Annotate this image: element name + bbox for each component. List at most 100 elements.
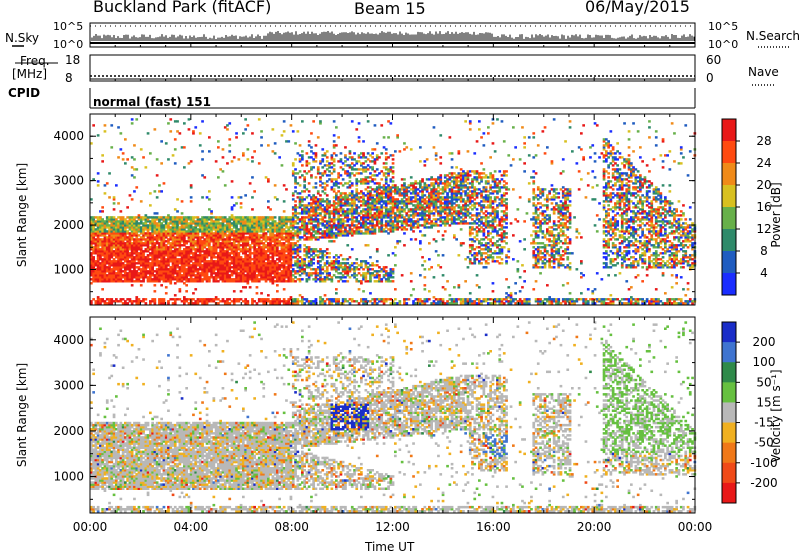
data-cell: [373, 224, 377, 227]
data-cell: [414, 298, 418, 301]
data-cell: [110, 298, 114, 301]
data-cell: [94, 262, 98, 265]
data-cell: [96, 278, 100, 281]
data-cell: [285, 140, 288, 143]
data-cell: [99, 250, 102, 253]
data-cell: [294, 204, 297, 207]
data-cell: [314, 196, 318, 199]
data-cell: [110, 226, 114, 229]
data-cell: [119, 264, 123, 267]
data-cell: [110, 232, 114, 235]
data-cell: [321, 266, 325, 269]
data-cell: [366, 120, 370, 123]
data-cell: [103, 124, 107, 127]
data-cell: [273, 142, 277, 145]
data-cell: [366, 168, 370, 171]
data-cell: [291, 242, 295, 245]
data-cell: [128, 228, 132, 231]
data-cell: [135, 242, 139, 245]
data-cell: [180, 244, 184, 247]
data-cell: [92, 124, 95, 127]
data-cell: [164, 274, 168, 277]
data-cell: [305, 152, 309, 155]
data-cell: [319, 296, 322, 299]
data-cell: [94, 300, 98, 303]
data-cell: [96, 172, 100, 175]
data-cell: [364, 298, 368, 301]
data-cell: [314, 144, 318, 147]
data-cell: [126, 258, 129, 261]
data-cell: [146, 226, 150, 229]
data-cell: [108, 228, 111, 231]
data-cell: [101, 230, 104, 233]
data-cell: [117, 300, 120, 303]
data-cell: [267, 144, 270, 147]
data-cell: [124, 138, 127, 141]
data-cell: [90, 282, 93, 285]
data-cell: [384, 156, 388, 159]
data-cell: [101, 260, 104, 263]
data-cell: [103, 224, 107, 227]
data-cell: [321, 158, 325, 161]
data-cell: [282, 200, 286, 203]
data-cell: [187, 118, 191, 121]
data-cell: [130, 232, 134, 235]
data-cell: [335, 154, 338, 157]
data-cell: [298, 236, 302, 239]
data-cell: [137, 274, 141, 277]
data-cell: [357, 160, 361, 163]
data-cell: [124, 232, 127, 235]
data-cell: [362, 162, 365, 165]
data-cell: [90, 230, 93, 233]
data-cell: [267, 178, 270, 181]
data-cell: [128, 274, 132, 277]
data-cell: [142, 256, 145, 259]
data-cell: [339, 152, 343, 155]
data-cell: [101, 222, 104, 225]
data-cell: [121, 254, 125, 257]
data-cell: [264, 232, 268, 235]
data-cell: [164, 250, 168, 253]
data-cell: [289, 216, 293, 219]
data-cell: [110, 240, 114, 243]
data-cell: [319, 212, 322, 215]
data-cell: [144, 238, 148, 241]
data-cell: [115, 236, 118, 239]
data-cell: [137, 302, 141, 305]
data-cell: [117, 278, 120, 281]
data-cell: [221, 148, 225, 151]
data-cell: [289, 230, 293, 233]
data-cell: [117, 230, 120, 233]
data-cell: [164, 276, 168, 279]
data-cell: [160, 238, 163, 241]
data-cell: [373, 274, 377, 277]
data-cell: [305, 278, 309, 281]
data-cell: [328, 272, 331, 275]
data-cell: [373, 280, 377, 283]
data-cell: [180, 200, 184, 203]
data-cell: [328, 298, 331, 301]
data-cell: [128, 278, 132, 281]
data-cell: [282, 130, 286, 133]
data-cell: [110, 236, 114, 239]
data-cell: [103, 272, 107, 275]
data-cell: [160, 300, 163, 303]
data-cell: [362, 178, 365, 181]
data-cell: [330, 240, 334, 243]
data-cell: [96, 248, 100, 251]
data-cell: [348, 276, 352, 279]
data-cell: [103, 240, 107, 243]
data-cell: [135, 222, 139, 225]
data-cell: [301, 208, 304, 211]
data-cell: [244, 286, 247, 289]
data-cell: [355, 168, 359, 171]
data-cell: [155, 278, 159, 281]
data-cell: [130, 174, 134, 177]
data-cell: [126, 256, 129, 259]
data-cell: [135, 224, 139, 227]
data-cell: [305, 188, 309, 191]
data-cell: [189, 264, 193, 267]
data-cell: [128, 254, 132, 257]
data-cell: [146, 230, 150, 233]
data-cell: [135, 252, 139, 255]
